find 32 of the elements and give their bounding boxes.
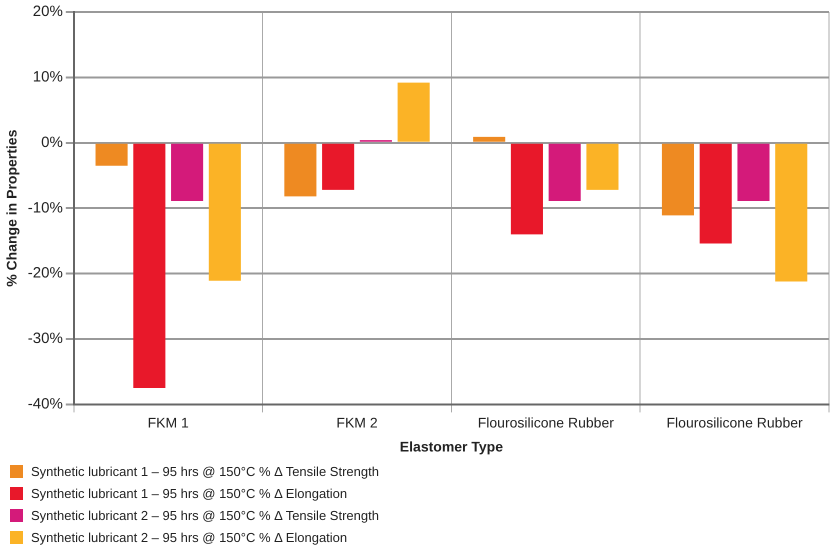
x-tick-label: Flourosilicone Rubber	[478, 414, 614, 431]
x-tick-label: FKM 1	[148, 414, 190, 431]
x-tick-label: FKM 2	[336, 414, 378, 431]
bar	[171, 144, 204, 202]
bar	[322, 144, 354, 190]
bar	[662, 144, 694, 216]
legend-label: Synthetic lubricant 1 – 95 hrs @ 150°C % Δ Elongation	[31, 486, 348, 500]
y-tick-label: 20%	[32, 3, 63, 20]
y-tick-label: 10%	[32, 68, 63, 86]
x-axis-title: Elastomer Type	[400, 438, 504, 454]
y-tick-label: -30%	[28, 330, 63, 348]
y-tick-label: -10%	[28, 199, 63, 216]
x-tick-label: Flourosilicone Rubber	[666, 414, 804, 431]
legend-label: Synthetic lubricant 2 – 95 hrs @ 150°C % Δ Elongation	[31, 530, 348, 544]
bar	[586, 144, 618, 190]
bar	[775, 144, 808, 282]
y-tick-label: -40%	[28, 396, 63, 413]
bar	[510, 144, 543, 234]
bar	[133, 144, 166, 388]
bar	[208, 144, 241, 281]
legend-label: Synthetic lubricant 1 – 95 hrs @ 150°C % Δ Tensile Strength	[31, 464, 379, 478]
y-axis-title: % Change in Properties	[3, 129, 20, 287]
bar	[473, 136, 506, 142]
bar	[548, 144, 581, 202]
bar	[284, 144, 316, 196]
bar	[700, 144, 732, 244]
legend-label: Synthetic lubricant 2 – 95 hrs @ 150°C % Δ Tensile Strength	[31, 508, 379, 522]
y-tick-label: -20%	[28, 264, 63, 282]
bar	[737, 144, 770, 202]
y-tick-label: 0%	[41, 134, 63, 151]
bar	[398, 82, 430, 142]
bar	[96, 144, 128, 166]
